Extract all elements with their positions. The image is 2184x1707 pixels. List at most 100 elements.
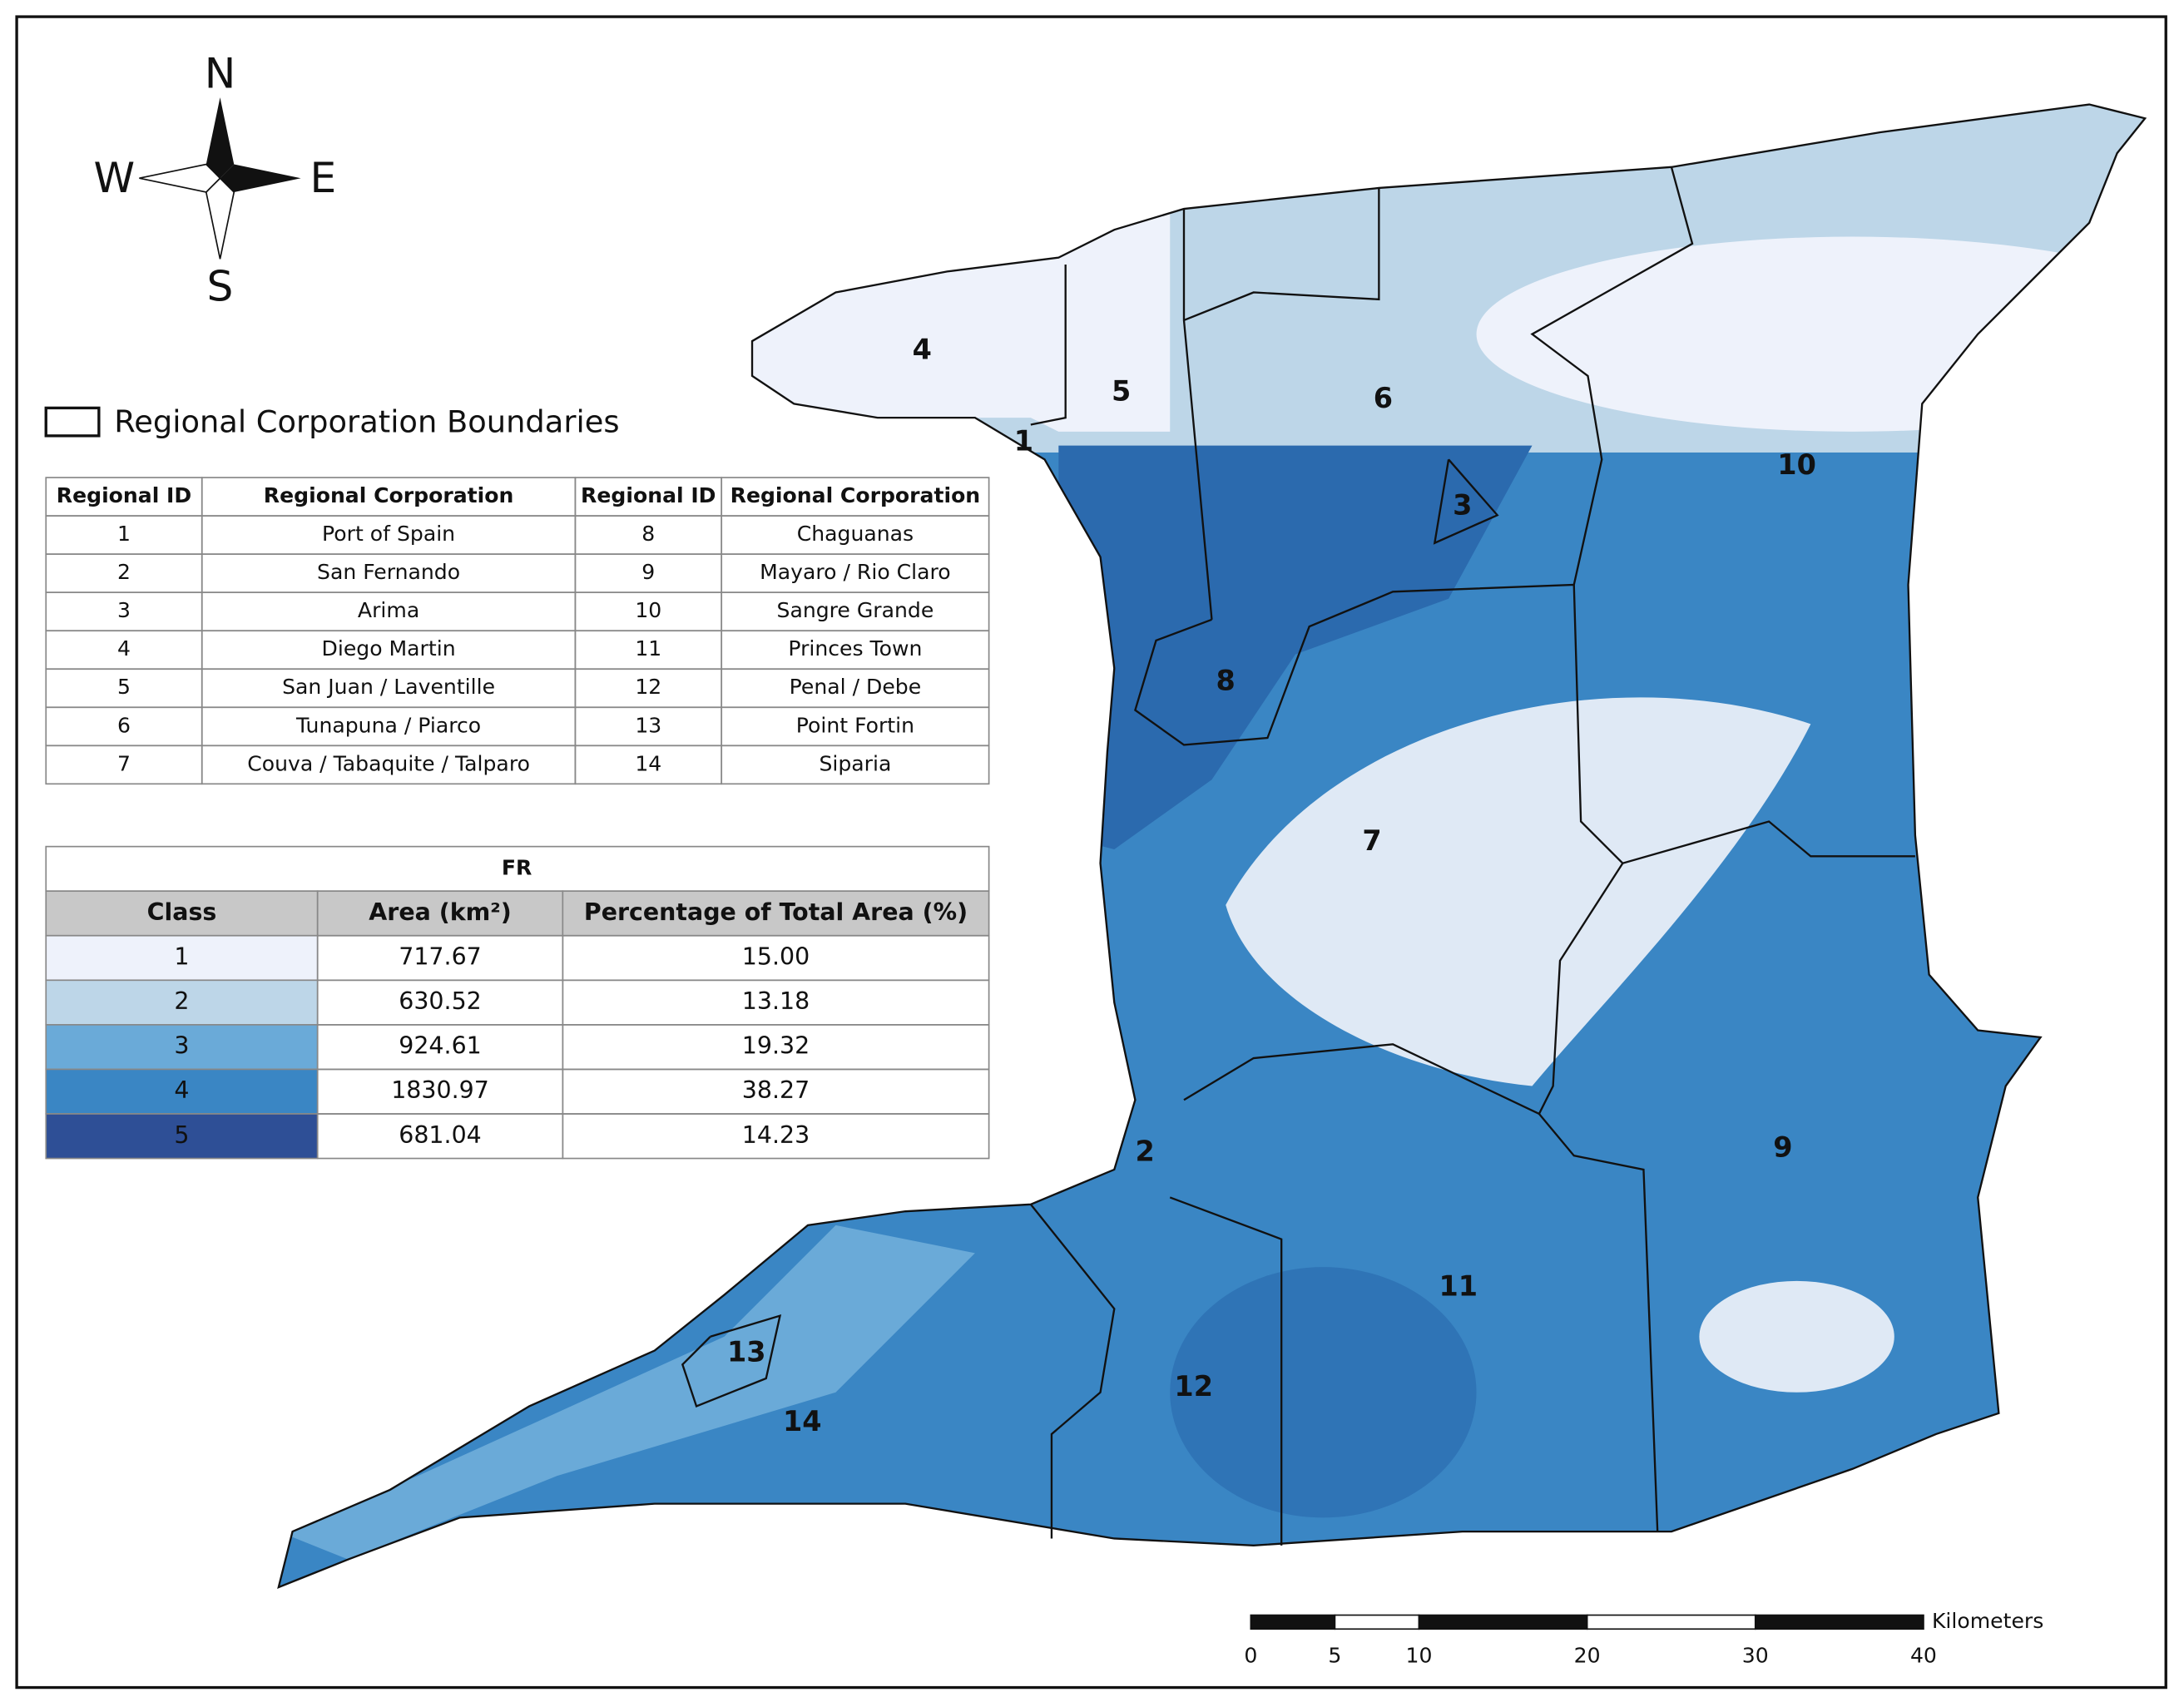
class-swatch	[45, 1024, 319, 1071]
table-text: 5	[174, 1121, 189, 1149]
region-boundary	[1183, 1043, 1540, 1116]
region-label: 7	[1362, 824, 1381, 857]
scale-segment	[1586, 1614, 1756, 1630]
region-boundary	[1134, 583, 1915, 865]
table-text: 924.61	[399, 1032, 482, 1060]
class-swatch	[45, 1113, 319, 1160]
class-swatch	[45, 1068, 319, 1115]
table-text: 38.27	[742, 1076, 810, 1104]
region-label: 9	[1773, 1131, 1792, 1163]
class-1-area	[1226, 697, 1811, 1086]
table-title: FR	[502, 855, 532, 879]
scale-label: 5	[1328, 1644, 1341, 1668]
table-text: 8	[641, 522, 655, 546]
region-label: 8	[1216, 665, 1236, 697]
compass-west: W	[93, 153, 135, 202]
table-text: Tunapuna / Piarco	[295, 713, 481, 737]
scale-segment	[1418, 1614, 1588, 1630]
table-text: 1	[174, 943, 189, 971]
scale-label: 40	[1910, 1644, 1937, 1668]
table-text: 12	[635, 675, 661, 699]
table-text: Port of Spain	[322, 522, 455, 546]
region-boundary	[1169, 1196, 1283, 1546]
coastline	[277, 103, 2147, 1589]
compass-south: S	[207, 262, 234, 311]
class-1-area	[1699, 1280, 1894, 1393]
region-boundary	[1530, 166, 1694, 586]
region-label: 11	[1439, 1270, 1478, 1303]
table-text: 3	[117, 598, 131, 622]
table-text: Arima	[358, 598, 419, 622]
region-boundary	[1433, 458, 1499, 545]
table-text: 717.67	[399, 943, 482, 971]
table-text: Couva / Tabaquite / Talparo	[247, 751, 530, 775]
table-text: 10	[635, 598, 661, 622]
table-text: San Juan / Laventille	[282, 675, 495, 699]
scale-segment	[1754, 1614, 1924, 1630]
region-label: 13	[727, 1335, 766, 1368]
scale-segment	[1334, 1614, 1420, 1630]
region-label: 4	[913, 333, 932, 365]
table-text: 13.18	[742, 987, 810, 1015]
table-text: 681.04	[399, 1121, 482, 1149]
region-label: 12	[1174, 1370, 1213, 1403]
class-swatch	[45, 979, 319, 1026]
table-text: 11	[635, 636, 661, 661]
table-cell	[562, 890, 990, 937]
class-5-area	[1058, 445, 1533, 849]
table-header: Percentage of Total Area (%)	[584, 898, 968, 926]
table-text: Diego Martin	[322, 636, 456, 661]
compass-east: E	[310, 153, 337, 202]
class-5-area	[1170, 1267, 1477, 1518]
table-cell	[562, 1113, 990, 1160]
scale-label: 20	[1574, 1644, 1601, 1668]
table-text: 15.00	[742, 943, 810, 971]
compass-north: N	[205, 49, 236, 98]
compass: N E S W	[93, 49, 336, 311]
legend-swatch	[44, 406, 101, 438]
table-text: Mayaro / Rio Claro	[760, 560, 951, 584]
table-text: 9	[641, 560, 655, 584]
table-text: 3	[174, 1032, 189, 1060]
region-label: 2	[1135, 1135, 1154, 1167]
region-label: 5	[1112, 374, 1131, 407]
region-label: 14	[783, 1405, 822, 1437]
region-boundary	[1029, 1204, 1116, 1539]
table-header: Regional Corporation	[264, 483, 514, 507]
table-text: 2	[174, 987, 189, 1015]
legend-label: Regional Corporation Boundaries	[114, 403, 619, 439]
region-boundary	[1183, 187, 1380, 322]
table-text: 1830.97	[391, 1076, 489, 1104]
table-text: 7	[117, 751, 131, 775]
table-header: Regional Corporation	[730, 483, 981, 507]
table-text: Sangre Grande	[777, 598, 934, 622]
region-label: 6	[1374, 382, 1393, 414]
scale-label: 0	[1244, 1644, 1257, 1668]
table-text: 14	[635, 751, 661, 775]
region-label: 1	[1014, 425, 1033, 458]
class-3-area	[278, 1225, 975, 1560]
compass-arrow	[206, 97, 235, 179]
table-text: Siparia	[819, 751, 891, 775]
scale-label: 10	[1406, 1644, 1433, 1668]
table-text: Penal / Debe	[790, 675, 921, 699]
table-text: 1	[117, 522, 131, 546]
table-header: Regional ID	[57, 483, 191, 507]
compass-arrow	[220, 164, 301, 192]
table-text: 5	[117, 675, 131, 699]
scale-unit: Kilometers	[1932, 1609, 2043, 1633]
table-text: 13	[635, 713, 661, 737]
region-boundaries	[681, 166, 1915, 1546]
table-text: 4	[174, 1076, 189, 1104]
region-label: 3	[1453, 489, 1472, 522]
table-text: 4	[117, 636, 131, 661]
table-cell	[721, 745, 990, 785]
table-text: 6	[117, 713, 131, 737]
table-text: Point Fortin	[796, 713, 914, 737]
scale-label: 30	[1742, 1644, 1769, 1668]
scale-segment	[1250, 1614, 1336, 1630]
region-boundary	[1030, 265, 1067, 426]
table-header: Regional ID	[581, 483, 716, 507]
